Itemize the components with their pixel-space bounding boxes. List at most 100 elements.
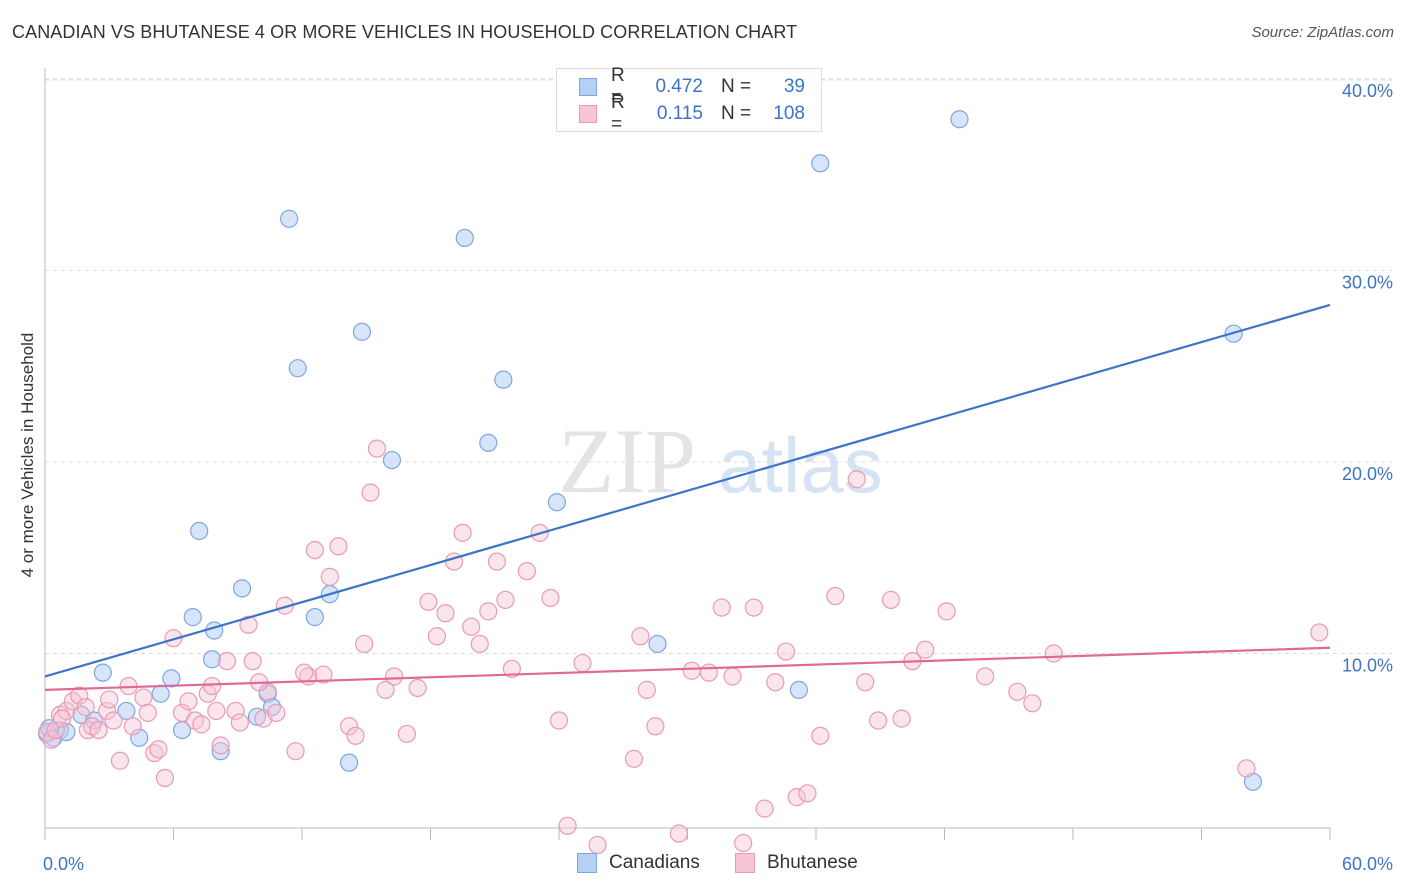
bhutanese-point xyxy=(766,673,785,692)
canadians-point xyxy=(352,322,372,341)
bhutanese-point xyxy=(267,703,286,722)
canadians-point xyxy=(648,634,667,654)
bhutanese-point xyxy=(226,701,245,721)
bhutanese-point xyxy=(320,567,339,587)
bhutanese-point xyxy=(305,540,324,560)
correlation-legend: R = 0.472 N = 39 R = 0.115 N = 108 xyxy=(556,65,822,135)
legend-r-value-bhutanese: 0.115 xyxy=(656,103,703,124)
bhutanese-point xyxy=(134,688,153,707)
bhutanese-point xyxy=(496,590,515,609)
canadians-point xyxy=(190,521,209,541)
bhutanese-point xyxy=(346,726,365,745)
canadians-point xyxy=(288,359,307,378)
bhutanese-point xyxy=(712,598,731,617)
chart-title: CANADIAN VS BHUTANESE 4 OR MORE VEHICLES… xyxy=(12,22,798,42)
legend-swatch-canadians xyxy=(579,78,597,96)
y-tick-label: 30.0% xyxy=(1342,273,1393,293)
canadians-point xyxy=(382,450,402,470)
series-swatch-bhutanese xyxy=(735,853,755,873)
bhutanese-point xyxy=(453,523,472,542)
canadians-point xyxy=(93,663,112,682)
legend-n-value-canadians: 39 xyxy=(783,76,805,97)
bhutanese-point xyxy=(42,730,61,749)
series-legend-bhutanese: Bhutanese xyxy=(735,852,858,874)
legend-n-label: N = xyxy=(721,103,752,124)
bhutanese-point xyxy=(76,698,95,717)
series-label-bhutanese: Bhutanese xyxy=(767,852,858,873)
bhutanese-point xyxy=(123,717,142,736)
bhutanese-point xyxy=(164,629,183,648)
bhutanese-point xyxy=(1023,694,1042,713)
canadians-point xyxy=(232,579,252,598)
bhutanese-point xyxy=(811,726,830,745)
canadians-point xyxy=(130,728,149,747)
bhutanese-point xyxy=(631,627,650,646)
bhutanese-point xyxy=(699,663,719,682)
bhutanese-point xyxy=(573,653,592,673)
bhutanese-point xyxy=(847,470,866,489)
bhutanese-point xyxy=(937,602,956,621)
bhutanese-point xyxy=(70,686,89,705)
legend-row-bhutanese: R = 0.115 N = 108 xyxy=(579,92,805,135)
canadians-point xyxy=(183,608,202,627)
watermark-atlas: atlas xyxy=(718,421,883,509)
bhutanese-point xyxy=(98,701,117,721)
bhutanese-point xyxy=(179,692,198,711)
bhutanese-point xyxy=(1044,644,1063,663)
bhutanese-point xyxy=(367,439,387,458)
bhutanese-point xyxy=(976,667,995,686)
bhutanese-point xyxy=(355,634,374,654)
series-swatch-canadians xyxy=(577,853,597,873)
bhutanese-point xyxy=(881,590,901,609)
series-legend: Canadians Bhutanese xyxy=(0,850,1406,880)
legend-swatch-bhutanese xyxy=(579,105,597,123)
bhutanese-point xyxy=(202,676,222,696)
bhutanese-point xyxy=(462,617,481,636)
bhutanese-point xyxy=(744,598,763,617)
bhutanese-point xyxy=(149,740,168,759)
bhutanese-point xyxy=(682,661,701,680)
bhutanese-point xyxy=(776,642,796,661)
bhutanese-point xyxy=(239,615,258,634)
bhutanese-point xyxy=(734,833,753,853)
canadians-point xyxy=(211,742,230,761)
canadians-point xyxy=(205,621,224,640)
bhutanese-point xyxy=(397,724,417,744)
bhutanese-point xyxy=(558,816,577,835)
series-label-canadians: Canadians xyxy=(609,852,700,873)
bhutanese-point xyxy=(361,483,380,502)
bhutanese-point xyxy=(376,680,395,699)
canadians-trend-line xyxy=(44,303,1331,678)
legend-n-value-bhutanese: 108 xyxy=(773,103,805,124)
bhutanese-point xyxy=(892,709,911,728)
bhutanese-point xyxy=(549,711,569,730)
bhutanese-point xyxy=(295,663,314,682)
y-tick-label: 10.0% xyxy=(1342,656,1393,676)
bhutanese-trend-line xyxy=(44,646,1331,691)
bhutanese-point xyxy=(637,680,656,699)
canadians-point xyxy=(479,433,498,452)
y-tick-label: 20.0% xyxy=(1342,464,1393,484)
bhutanese-point xyxy=(646,717,665,736)
series-legend-canadians: Canadians xyxy=(577,852,700,874)
bhutanese-point xyxy=(408,678,427,698)
bhutanese-point xyxy=(217,652,237,671)
bhutanese-point xyxy=(1237,759,1256,778)
legend-n-label: N = xyxy=(721,76,752,97)
canadians-point xyxy=(455,228,474,248)
bhutanese-point xyxy=(517,562,536,581)
canadians-point xyxy=(247,707,267,726)
bhutanese-point xyxy=(384,667,404,686)
x-tick-label-max: 60.0% xyxy=(1342,854,1393,874)
legend-r-label: R = xyxy=(611,65,625,108)
bhutanese-point xyxy=(1008,682,1027,701)
bhutanese-point xyxy=(211,736,230,755)
bhutanese-point xyxy=(856,673,875,692)
canadians-point xyxy=(950,110,969,129)
legend-r-label: R = xyxy=(611,92,625,135)
bhutanese-point xyxy=(723,667,742,686)
bhutanese-point xyxy=(502,659,521,678)
bhutanese-point xyxy=(436,604,455,623)
bhutanese-point xyxy=(419,592,438,611)
